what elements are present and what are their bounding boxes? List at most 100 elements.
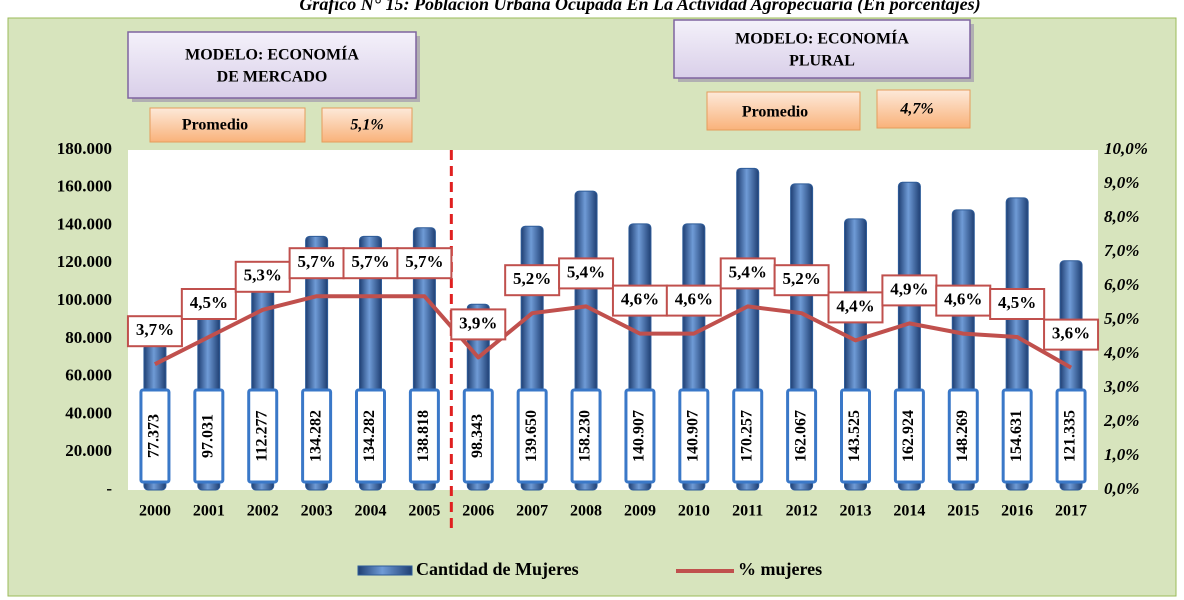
label-box: [288, 247, 345, 280]
label-box: [1001, 388, 1033, 484]
bar-value-label: 154.631: [1008, 410, 1025, 462]
y2-tick-label: 6,0%: [1104, 275, 1139, 294]
line-value-label: 4,6%: [675, 290, 713, 309]
x-tick-label: 2005: [408, 503, 440, 520]
label-box: [180, 288, 237, 320]
bar-value-label: 140.907: [631, 410, 648, 462]
line-value-label: 3,9%: [459, 313, 497, 332]
y-tick-label: 120.000: [57, 252, 112, 271]
bar-value-label: 143.525: [846, 410, 863, 462]
line: [153, 294, 1073, 370]
y-tick-label: 80.000: [65, 328, 112, 347]
y-tick-label: 160.000: [57, 177, 112, 196]
x-tick-label: 2015: [947, 503, 979, 520]
x-tick-label: 2017: [1055, 503, 1087, 520]
label-box: [719, 257, 776, 290]
label-box: [234, 260, 291, 293]
line-value-label: 4,5%: [998, 293, 1036, 312]
label-box: [516, 388, 548, 484]
y2-tick-label: 1,0%: [1104, 445, 1139, 464]
x-tick-label: 2011: [732, 503, 763, 520]
avg-box: [706, 91, 861, 131]
label-box: [786, 388, 818, 484]
label-box: [139, 388, 171, 484]
avg-box: [876, 89, 971, 129]
label-box: [665, 284, 722, 317]
x-tick-label: 2001: [193, 503, 225, 520]
x-tick-label: 2014: [893, 503, 925, 520]
bar-value-label: 134.282: [361, 410, 378, 462]
x-tick-label: 2007: [516, 503, 548, 520]
bar-value-label: 134.282: [307, 410, 324, 462]
line-value-label: 5,2%: [782, 269, 820, 288]
y2-tick-label: 10,0%: [1104, 139, 1148, 158]
y2-tick-label: 3,0%: [1103, 377, 1139, 396]
label-box: [827, 291, 884, 324]
x-tick-label: 2010: [678, 503, 710, 520]
annotation: PLURAL: [789, 53, 855, 70]
x-tick-label: 2004: [355, 503, 387, 520]
line-value-label: 4,6%: [621, 290, 659, 309]
y2-tick-label: 0,0%: [1104, 479, 1139, 498]
line-value-label: 4,6%: [944, 290, 982, 309]
bar-value-label: 77.373: [146, 414, 163, 458]
line-value-label: 5,4%: [729, 262, 767, 281]
label-box: [558, 257, 615, 290]
x-tick-label: 2000: [139, 503, 171, 520]
bar-value-label: 170.257: [738, 410, 755, 462]
y-tick-label: -: [106, 479, 112, 498]
x-tick-label: 2008: [570, 503, 602, 520]
line-value-label: 4,5%: [190, 293, 228, 312]
bar-value-label: 162.924: [900, 410, 917, 462]
annotation: MODELO: ECONOMÍA: [735, 29, 909, 48]
x-tick-label: 2002: [247, 503, 279, 520]
label-box: [126, 315, 183, 348]
label-box: [1055, 388, 1087, 484]
line-value-label: 3,6%: [1052, 324, 1090, 343]
bar-value-label: 139.650: [523, 410, 540, 462]
label-box: [570, 388, 602, 484]
label-box: [342, 247, 399, 280]
bar-value-label: 121.335: [1062, 410, 1079, 462]
bar-value-label: 148.269: [954, 410, 971, 462]
annotation: 4,7%: [899, 101, 933, 118]
y2-tick-label: 5,0%: [1104, 309, 1139, 328]
annotation: Promedio: [742, 104, 808, 121]
annotation: MODELO: ECONOMÍA: [185, 45, 359, 64]
annotation: Promedio: [182, 117, 248, 134]
label-box: [355, 388, 386, 484]
x-tick-label: 2012: [786, 503, 818, 520]
label-box: [450, 308, 507, 341]
x-tick-label: 2013: [840, 503, 872, 520]
y-tick-label: 180.000: [57, 139, 112, 158]
line-value-label: 4,4%: [836, 296, 874, 315]
y2-tick-label: 4,0%: [1103, 343, 1139, 362]
chart-title: Gráfico N° 15: Población Urbana Ocupada …: [299, 0, 980, 15]
label-box: [611, 284, 668, 317]
line-value-label: 5,7%: [297, 252, 335, 271]
y-tick-label: 100.000: [57, 290, 112, 309]
label-box: [408, 388, 440, 484]
label-box: [773, 264, 830, 297]
label-box: [1043, 318, 1100, 351]
label-box: [504, 264, 561, 297]
label-box: [396, 247, 453, 280]
label-box: [947, 388, 979, 484]
y-tick-label: 60.000: [65, 366, 112, 385]
y2-tick-label: 8,0%: [1104, 207, 1139, 226]
y-tick-label: 20.000: [65, 441, 112, 460]
label-box: [247, 388, 279, 484]
avg-box: [149, 107, 306, 143]
y2-tick-label: 7,0%: [1104, 241, 1139, 260]
bar-value-label: 162.067: [792, 410, 809, 462]
legend-label: % mujeres: [738, 559, 822, 579]
label-box: [624, 388, 656, 484]
label-box: [732, 388, 764, 484]
label-box: [301, 388, 333, 484]
line-value-label: 5,4%: [567, 262, 605, 281]
bar-value-label: 140.907: [685, 410, 702, 462]
model-box: [673, 19, 971, 79]
legend-swatch: [357, 565, 413, 576]
label-box: [462, 388, 494, 484]
